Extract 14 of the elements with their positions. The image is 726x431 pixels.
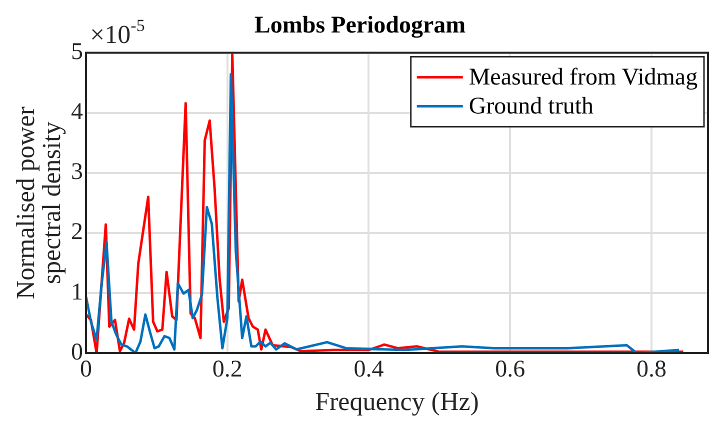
y-tick-label: 4 xyxy=(71,99,83,126)
legend-label: Ground truth xyxy=(468,94,594,120)
x-tick-label: 0.6 xyxy=(495,356,526,383)
y-tick-label: 1 xyxy=(71,279,83,306)
legend-label: Measured from Vidmag xyxy=(468,64,698,91)
x-tick-label: 0.8 xyxy=(636,356,666,383)
y-tick-label: 2 xyxy=(71,219,83,246)
chart-title: Lombs Periodogram xyxy=(254,12,466,39)
x-axis-title: Frequency (Hz) xyxy=(315,387,479,416)
y-tick-label: 3 xyxy=(71,159,83,186)
y-tick-label: 5 xyxy=(71,39,83,66)
y-axis-title: Normalised power spectral density xyxy=(10,106,66,300)
x-tick-label: 0.4 xyxy=(354,356,384,383)
x-tick-label: 0.2 xyxy=(212,356,242,383)
